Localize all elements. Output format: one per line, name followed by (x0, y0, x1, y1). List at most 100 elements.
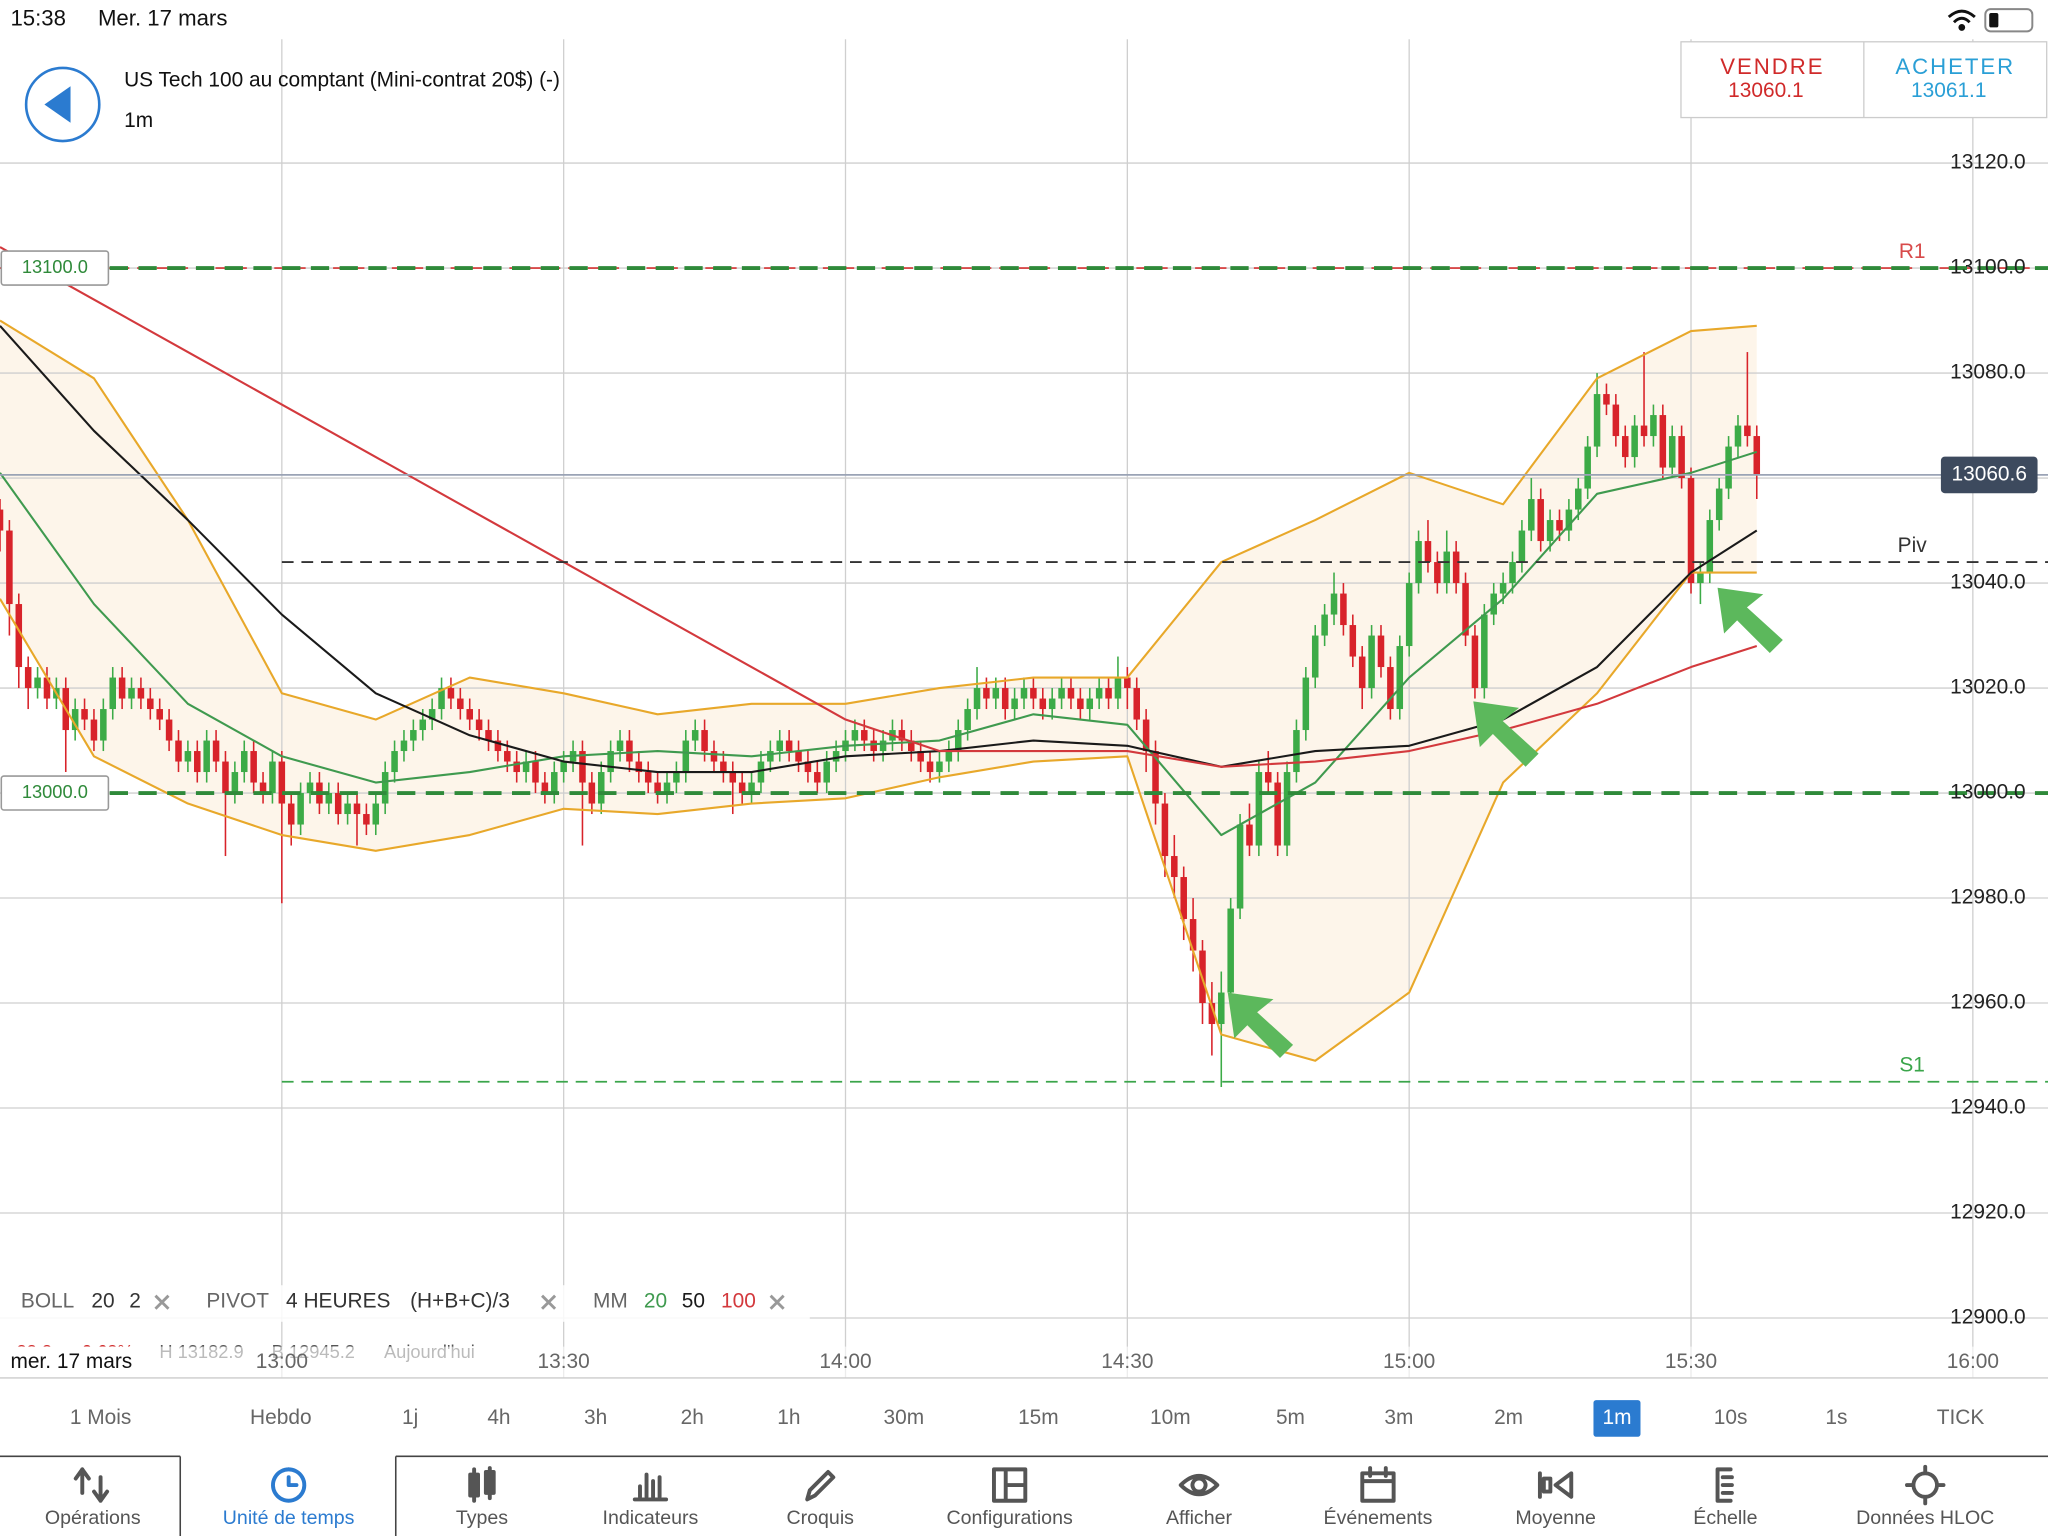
candle-body (1255, 772, 1263, 846)
timeframe-option[interactable]: 3m (1384, 1406, 1413, 1429)
toolbar-item[interactable]: Unité de temps (223, 1507, 355, 1529)
status-date: Mer. 17 mars (98, 5, 227, 30)
sell-label[interactable]: VENDRE (1720, 54, 1824, 79)
toolbar-icon[interactable] (1904, 1464, 1946, 1506)
indicator-name[interactable]: PIVOT (206, 1290, 269, 1313)
candle-body (1697, 572, 1704, 584)
candle-body (1264, 772, 1272, 783)
indicator-param[interactable]: 20 (644, 1290, 667, 1313)
timeframe-option[interactable]: 10s (1714, 1406, 1748, 1429)
timeframe-option[interactable]: TICK (1937, 1406, 1985, 1429)
timeframe-option[interactable]: 2m (1494, 1406, 1523, 1429)
timeframe-option[interactable]: 15m (1018, 1406, 1059, 1429)
toolbar-item[interactable]: Événements (1324, 1506, 1433, 1529)
candle-body (1706, 520, 1714, 573)
timeframe-option[interactable]: 4h (487, 1406, 510, 1429)
candle-body (1020, 688, 1028, 699)
candle-body (6, 530, 13, 605)
candle-body (1227, 908, 1234, 993)
toolbar-icon[interactable] (805, 1470, 836, 1502)
toolbar-icon[interactable] (271, 1467, 307, 1503)
timeframe-option[interactable]: 2h (681, 1406, 704, 1429)
toolbar-item[interactable]: Afficher (1166, 1507, 1232, 1529)
buy-label[interactable]: ACHETER (1895, 54, 2015, 79)
bollinger-fill (0, 320, 1757, 1061)
timeframe-option[interactable]: 10m (1150, 1406, 1191, 1429)
current-price-label: 13060.6 (1951, 462, 2026, 485)
candle-body (1236, 824, 1244, 909)
toolbar-icon[interactable] (1178, 1473, 1220, 1497)
toolbar-item[interactable]: Données HLOC (1856, 1507, 1994, 1529)
candle-body (560, 761, 567, 773)
candle-body (663, 782, 671, 794)
x-tick-label: 15:00 (1383, 1350, 1435, 1373)
indicator-param[interactable]: 4 HEURES (286, 1290, 390, 1313)
x-tick-label: 15:30 (1665, 1350, 1717, 1373)
toolbar-icon[interactable] (632, 1472, 669, 1502)
candle-body (954, 730, 962, 752)
toolbar-item[interactable]: Types (456, 1507, 508, 1529)
candle-body (767, 751, 774, 762)
timeframe-option[interactable]: 5m (1276, 1406, 1305, 1429)
candle-body (109, 677, 116, 710)
indicator-param[interactable]: 2 (129, 1290, 141, 1313)
toolbar-item[interactable]: Indicateurs (603, 1507, 699, 1529)
indicator-param[interactable]: 50 (682, 1290, 705, 1313)
toolbar-item[interactable]: Configurations (947, 1507, 1073, 1529)
timeframe-option[interactable]: 1h (777, 1406, 800, 1429)
buy-price[interactable]: 13061.1 (1911, 79, 1986, 102)
candle-body (1340, 593, 1347, 626)
indicator-name[interactable]: MM (593, 1290, 628, 1313)
wifi-icon (1947, 9, 1976, 31)
candle-body (1603, 394, 1610, 405)
timeframe-option[interactable]: Hebdo (250, 1406, 312, 1429)
candle-body (1631, 425, 1638, 458)
candle-body (1612, 404, 1620, 437)
indicator-remove[interactable] (541, 1294, 557, 1310)
toolbar-icon[interactable] (73, 1467, 110, 1503)
candle-body (1161, 803, 1169, 857)
candle-body (447, 688, 455, 699)
candle-body (964, 709, 971, 731)
candle-body (1142, 719, 1150, 752)
candle-body (494, 740, 502, 752)
indicator-remove[interactable] (154, 1294, 170, 1310)
toolbar-icon[interactable] (1360, 1466, 1396, 1503)
x-tick-label: 13:00 (256, 1350, 308, 1373)
candle-body (945, 751, 953, 762)
candle-body (1452, 551, 1460, 584)
toolbar-icon[interactable] (1537, 1471, 1574, 1499)
toolbar-icon[interactable] (992, 1467, 1028, 1503)
toolbar-item[interactable]: Échelle (1693, 1506, 1757, 1529)
candle-body (1274, 782, 1281, 846)
indicator-param[interactable]: (H+B+C)/3 (410, 1290, 510, 1313)
candle-body (1293, 730, 1300, 773)
sell-button[interactable]: VENDRE 13060.1 (1720, 54, 1824, 102)
candle-body (137, 688, 145, 699)
sell-price[interactable]: 13060.1 (1728, 79, 1803, 102)
timeframe-option[interactable]: 1j (402, 1406, 418, 1429)
toolbar-item[interactable]: Croquis (787, 1507, 855, 1529)
toolbar-item[interactable]: Opérations (45, 1507, 141, 1529)
indicator-param[interactable]: 100 (721, 1290, 756, 1313)
candle-body (607, 751, 614, 773)
timeframe-option[interactable]: 30m (884, 1406, 925, 1429)
moving-average (0, 450, 1758, 837)
timeframe-selected[interactable] (1593, 1400, 1641, 1437)
candle-body (908, 740, 915, 752)
y-tick-label: 13000.0 (1950, 781, 2025, 804)
timeframe-option[interactable]: 3h (584, 1406, 607, 1429)
indicator-param[interactable]: 20 (91, 1290, 114, 1313)
candle-body (269, 761, 276, 794)
buy-button[interactable]: ACHETER 13061.1 (1895, 54, 2015, 102)
toolbar-item[interactable]: Moyenne (1515, 1507, 1596, 1529)
timeframe-option[interactable]: 1 Mois (70, 1406, 131, 1429)
indicator-name[interactable]: BOLL (21, 1290, 74, 1313)
candle-body (673, 772, 680, 783)
candle-body (804, 761, 812, 773)
timeframe-option[interactable]: 1s (1825, 1406, 1847, 1429)
timeframe-option[interactable]: 1m (1602, 1406, 1631, 1429)
indicator-remove[interactable] (769, 1294, 785, 1310)
toolbar-icon[interactable] (1715, 1467, 1734, 1503)
toolbar-icon[interactable] (468, 1466, 496, 1503)
